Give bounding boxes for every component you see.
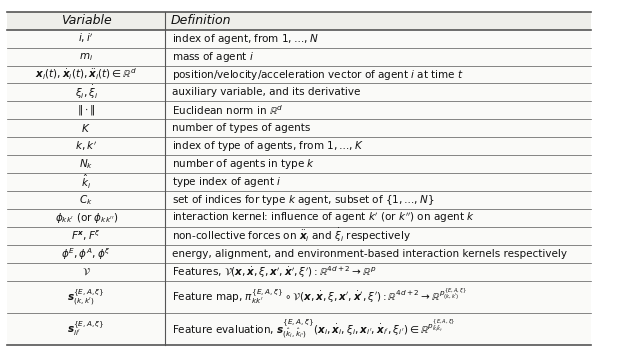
Text: $F^{\boldsymbol{x}}, F^{\xi}$: $F^{\boldsymbol{x}}, F^{\xi}$ (71, 229, 101, 243)
Text: $K$: $K$ (81, 122, 91, 134)
Text: $\phi_{kk'}$ (or $\phi_{kk''}$): $\phi_{kk'}$ (or $\phi_{kk''}$) (54, 211, 118, 225)
Text: $\|\cdot\|$: $\|\cdot\|$ (77, 103, 95, 117)
Text: index of type of agents, from $1, \ldots, K$: index of type of agents, from $1, \ldots… (172, 139, 364, 153)
Text: set of indices for type $k$ agent, subset of $\{1, \ldots, N\}$: set of indices for type $k$ agent, subse… (172, 193, 435, 207)
Text: $\xi_i, \dot{\xi}_i$: $\xi_i, \dot{\xi}_i$ (74, 84, 98, 101)
Text: mass of agent $i$: mass of agent $i$ (172, 50, 254, 64)
Text: Variable: Variable (61, 14, 111, 27)
Text: Definition: Definition (171, 14, 232, 27)
Text: auxiliary variable, and its derivative: auxiliary variable, and its derivative (172, 88, 360, 97)
Text: number of types of agents: number of types of agents (172, 123, 310, 133)
Text: Euclidean norm in $\mathbb{R}^d$: Euclidean norm in $\mathbb{R}^d$ (172, 104, 284, 117)
Text: type index of agent $i$: type index of agent $i$ (172, 175, 282, 189)
Text: $\phi^E, \phi^A, \phi^{\xi}$: $\phi^E, \phi^A, \phi^{\xi}$ (61, 246, 111, 262)
Text: $\boldsymbol{s}^{\{E,A,\xi\}}_{(k,k')}$: $\boldsymbol{s}^{\{E,A,\xi\}}_{(k,k')}$ (67, 287, 105, 307)
Bar (7, 12, 591, 30)
Text: interaction kernel: influence of agent $k'$ (or $k''$) on agent $k$: interaction kernel: influence of agent $… (172, 211, 475, 225)
Text: index of agent, from $1, \ldots, N$: index of agent, from $1, \ldots, N$ (172, 32, 319, 46)
Text: Feature evaluation, $\boldsymbol{s}^{\{E,A,\xi\}}_{(\hat{k}_i, \hat{k}_{i'})}(\b: Feature evaluation, $\boldsymbol{s}^{\{E… (172, 318, 456, 340)
Text: $i, i'$: $i, i'$ (78, 32, 94, 46)
Text: position/velocity/acceleration vector of agent $i$ at time $t$: position/velocity/acceleration vector of… (172, 68, 464, 82)
Text: $\boldsymbol{s}^{\{E,A,\xi\}}_{ii'}$: $\boldsymbol{s}^{\{E,A,\xi\}}_{ii'}$ (67, 320, 105, 338)
Text: $k, k'$: $k, k'$ (76, 140, 97, 153)
Text: $\hat{k}_i$: $\hat{k}_i$ (81, 173, 92, 191)
Text: $N_k$: $N_k$ (79, 157, 93, 171)
Text: $C_k$: $C_k$ (79, 193, 93, 207)
Text: energy, alignment, and environment-based interaction kernels respectively: energy, alignment, and environment-based… (172, 249, 567, 259)
Text: non-collective forces on $\ddot{\boldsymbol{x}}_i$ and $\dot{\xi}_i$ respectivel: non-collective forces on $\ddot{\boldsym… (172, 227, 411, 244)
Text: $\mathcal{V}$: $\mathcal{V}$ (82, 266, 91, 277)
Text: Features, $\mathcal{V}(\boldsymbol{x}, \dot{\boldsymbol{x}}, \xi, \boldsymbol{x}: Features, $\mathcal{V}(\boldsymbol{x}, \… (172, 264, 377, 280)
Text: $\boldsymbol{x}_i(t), \dot{\boldsymbol{x}}_i(t), \ddot{\boldsymbol{x}}_i(t) \in : $\boldsymbol{x}_i(t), \dot{\boldsymbol{x… (35, 67, 138, 82)
Text: number of agents in type $k$: number of agents in type $k$ (172, 157, 316, 171)
Text: Feature map, $\pi^{\{E,A,\xi\}}_{kk'} \circ \mathcal{V}(\boldsymbol{x}, \dot{\bo: Feature map, $\pi^{\{E,A,\xi\}}_{kk'} \c… (172, 287, 467, 306)
Text: $m_i$: $m_i$ (79, 51, 93, 63)
